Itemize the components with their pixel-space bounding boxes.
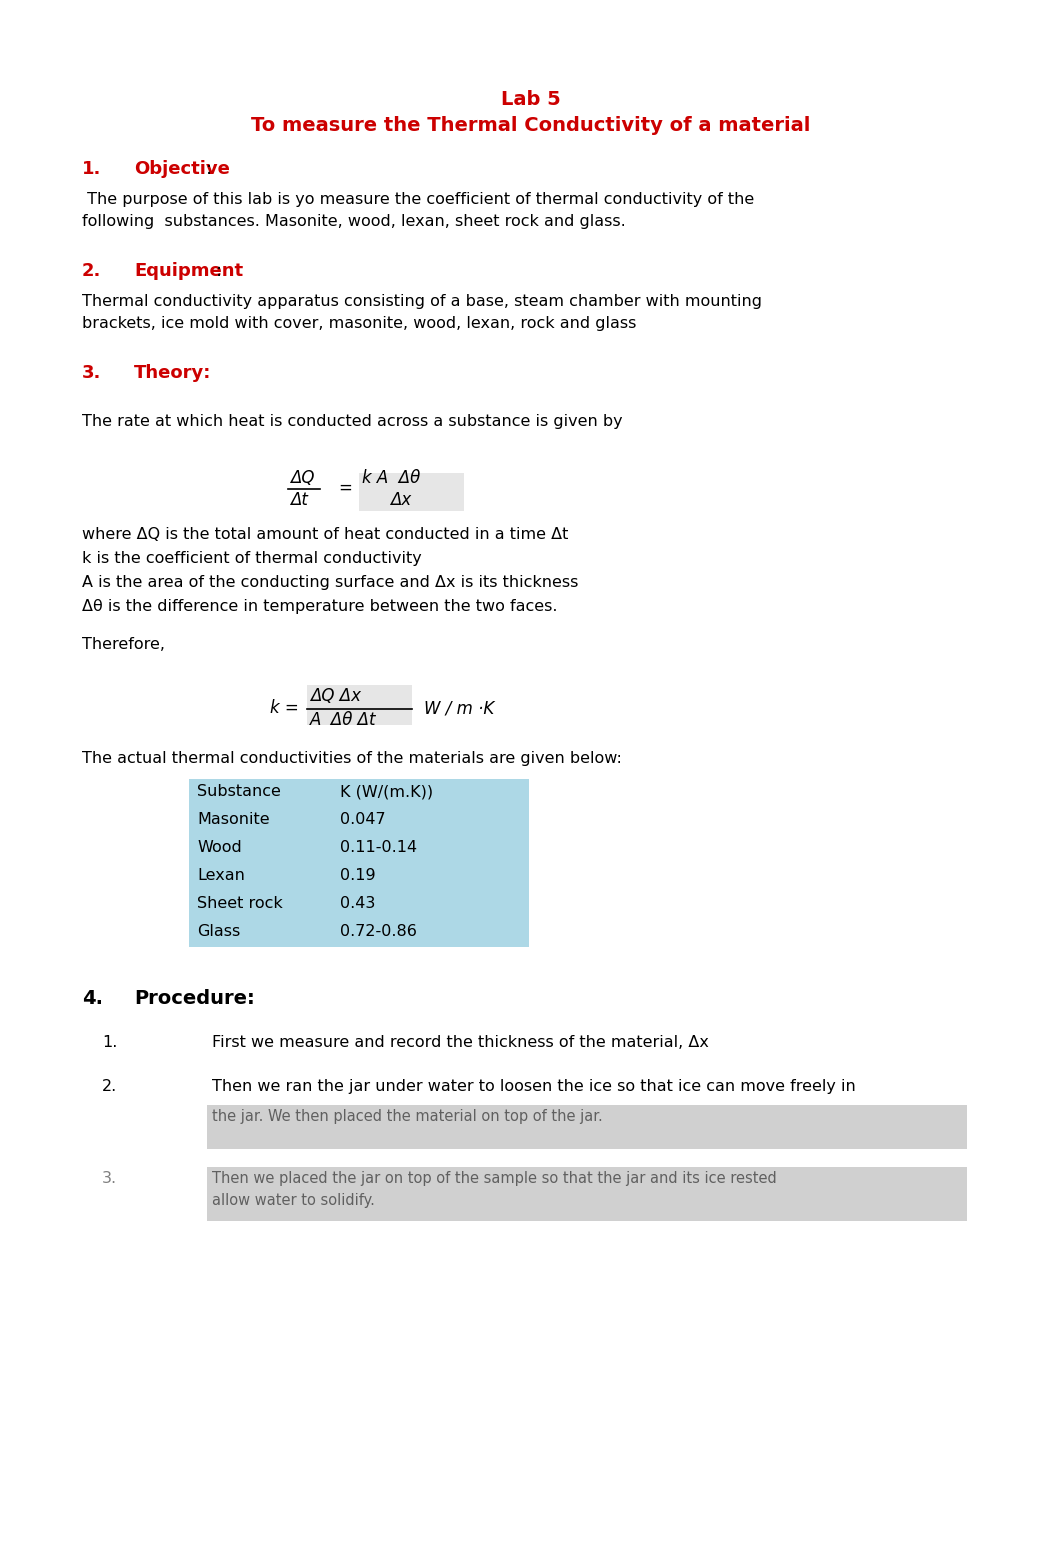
Text: 0.11-0.14: 0.11-0.14: [340, 840, 417, 854]
Text: 0.72-0.86: 0.72-0.86: [340, 924, 417, 938]
Text: The purpose of this lab is yo measure the coefficient of thermal conductivity of: The purpose of this lab is yo measure th…: [82, 191, 754, 207]
Bar: [207, 1105, 967, 1148]
Text: 3.: 3.: [82, 364, 101, 383]
Text: following  substances. Masonite, wood, lexan, sheet rock and glass.: following substances. Masonite, wood, le…: [82, 215, 626, 229]
Text: the jar. We then placed the material on top of the jar.: the jar. We then placed the material on …: [212, 1109, 603, 1123]
Text: A is the area of the conducting surface and Δx is its thickness: A is the area of the conducting surface …: [82, 576, 579, 590]
Text: 2.: 2.: [82, 261, 101, 280]
Text: 0.047: 0.047: [340, 812, 386, 826]
Text: Lexan: Lexan: [196, 868, 245, 882]
Bar: [189, 780, 529, 948]
Text: A  Δθ Δt: A Δθ Δt: [310, 711, 377, 730]
Bar: [207, 1167, 967, 1221]
Text: Thermal conductivity apparatus consisting of a base, steam chamber with mounting: Thermal conductivity apparatus consistin…: [82, 294, 763, 310]
Text: To measure the Thermal Conductivity of a material: To measure the Thermal Conductivity of a…: [252, 117, 810, 135]
Text: k =: k =: [270, 699, 298, 717]
Text: The actual thermal conductivities of the materials are given below:: The actual thermal conductivities of the…: [82, 752, 622, 766]
Bar: [307, 685, 412, 725]
Bar: [359, 473, 464, 510]
Text: k A  Δθ: k A Δθ: [362, 468, 421, 487]
Text: :: :: [206, 160, 212, 177]
Text: Lab 5: Lab 5: [501, 90, 561, 109]
Text: Masonite: Masonite: [196, 812, 270, 826]
Text: Δt: Δt: [290, 492, 308, 509]
Text: Δx: Δx: [390, 492, 411, 509]
Text: 3.: 3.: [102, 1172, 117, 1186]
Text: Then we ran the jar under water to loosen the ice so that ice can move freely in: Then we ran the jar under water to loose…: [212, 1078, 856, 1094]
Text: 0.43: 0.43: [340, 896, 375, 910]
Text: k is the coefficient of thermal conductivity: k is the coefficient of thermal conducti…: [82, 551, 422, 566]
Text: 2.: 2.: [102, 1078, 117, 1094]
Text: 0.19: 0.19: [340, 868, 376, 882]
Text: ΔQ: ΔQ: [290, 468, 314, 487]
Text: Substance: Substance: [196, 784, 280, 798]
Text: Theory:: Theory:: [134, 364, 211, 383]
Text: First we measure and record the thickness of the material, Δx: First we measure and record the thicknes…: [212, 1035, 708, 1050]
Text: brackets, ice mold with cover, masonite, wood, lexan, rock and glass: brackets, ice mold with cover, masonite,…: [82, 316, 636, 331]
Text: 4.: 4.: [82, 990, 103, 1008]
Text: The rate at which heat is conducted across a substance is given by: The rate at which heat is conducted acro…: [82, 414, 622, 429]
Text: Wood: Wood: [196, 840, 242, 854]
Text: where ΔQ is the total amount of heat conducted in a time Δt: where ΔQ is the total amount of heat con…: [82, 527, 568, 541]
Text: Equipment: Equipment: [134, 261, 243, 280]
Text: Δθ is the difference in temperature between the two faces.: Δθ is the difference in temperature betw…: [82, 599, 558, 615]
Text: Then we placed the jar on top of the sample so that the jar and its ice rested: Then we placed the jar on top of the sam…: [212, 1172, 776, 1186]
Text: Objective: Objective: [134, 160, 229, 177]
Text: ΔQ Δx: ΔQ Δx: [310, 688, 361, 705]
Text: 1.: 1.: [102, 1035, 118, 1050]
Text: Procedure:: Procedure:: [134, 990, 255, 1008]
Text: Glass: Glass: [196, 924, 240, 938]
Text: 1.: 1.: [82, 160, 101, 177]
Text: K (W/(m.K)): K (W/(m.K)): [340, 784, 433, 798]
Text: :: :: [216, 261, 222, 280]
Text: Sheet rock: Sheet rock: [196, 896, 282, 910]
Text: allow water to solidify.: allow water to solidify.: [212, 1193, 375, 1207]
Text: W / m ·K: W / m ·K: [424, 699, 494, 717]
Text: Therefore,: Therefore,: [82, 636, 165, 652]
Text: =: =: [338, 479, 352, 496]
